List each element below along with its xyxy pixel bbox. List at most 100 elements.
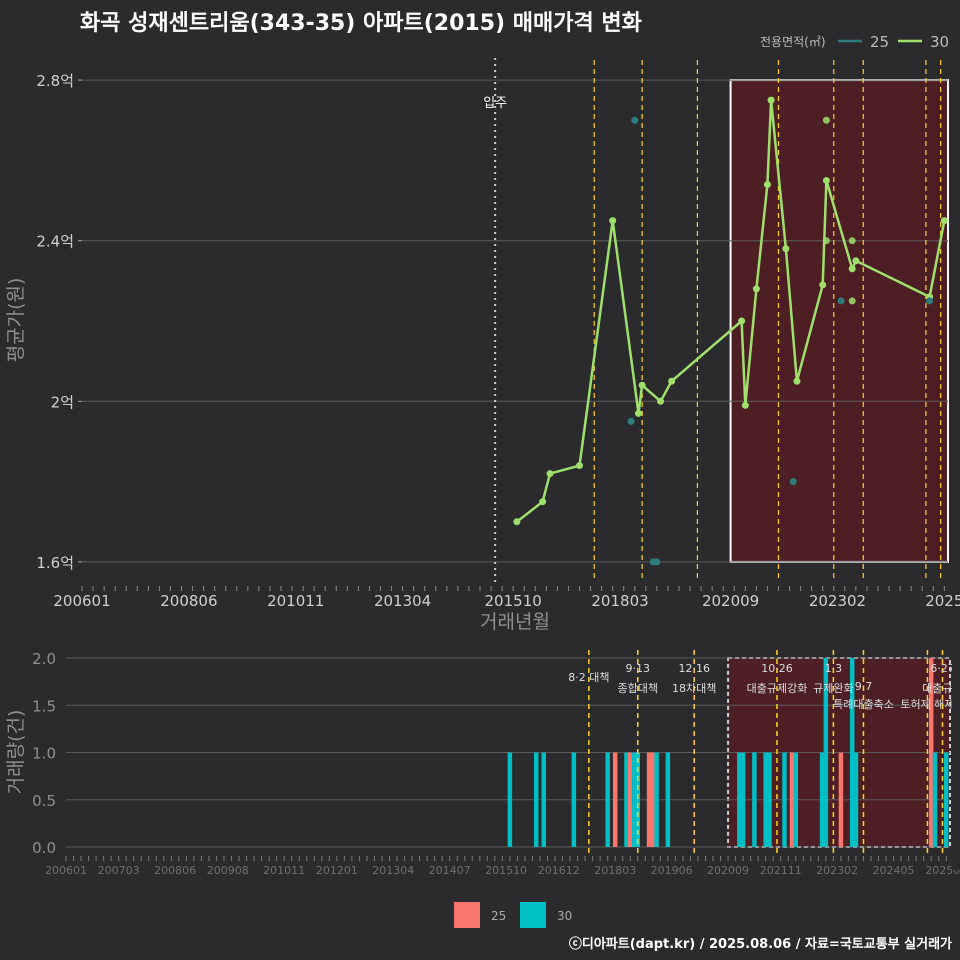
volume-bar-25 [928, 658, 934, 847]
highlight-region [729, 79, 950, 563]
volume-bar-30 [571, 752, 577, 847]
volume-bar-25 [628, 752, 633, 847]
y-tick-label: 2.4억 [36, 233, 74, 251]
footer-credit: ⓒ디아파트(dapt.kr) / 2025.08.06 / 자료=국토교통부 실… [569, 936, 952, 952]
x-tick-label: 202302 [809, 592, 866, 610]
policy-name-label: 규제완화 [813, 682, 853, 695]
volume-bar-30 [624, 752, 629, 847]
volume-bar-30 [932, 752, 938, 847]
policy-name-label: 8·2 대책 [568, 671, 609, 684]
legend-30-label: 30 [930, 33, 949, 51]
series-30-point [940, 217, 948, 225]
series-30-point [763, 180, 771, 188]
volume-bar-30 [635, 752, 641, 847]
series-30-point [657, 397, 665, 405]
volume-bar-30 [631, 752, 637, 847]
series-30-point [546, 470, 554, 478]
x-tick-label: 201201 [316, 864, 358, 877]
series-30-line [516, 100, 946, 523]
volume-bar-30 [819, 752, 825, 847]
series-30-point [738, 317, 746, 325]
volume-bar-30 [767, 752, 772, 847]
policy-date-label: 9·7 [855, 680, 873, 693]
series-30-point [819, 281, 827, 289]
top-y-axis-title: 평균가(원) [5, 278, 27, 363]
x-tick-label: 202111 [760, 864, 802, 877]
series-30-point [852, 257, 860, 265]
volume-bar-30 [752, 752, 757, 847]
x-tick-label: 201510 [485, 864, 527, 877]
volume-bar-30 [665, 752, 671, 847]
x-tick-label: 200806 [160, 592, 217, 610]
x-tick-label: 200601 [45, 864, 87, 877]
legend-bottom-25-label: 25 [491, 909, 506, 923]
volume-bar-30 [541, 752, 546, 847]
price-chart: 1.6억 2억 2.4억 2.8억 200601 200806 201011 201304 20… [36, 58, 960, 610]
series-30-point [822, 237, 830, 245]
series-30-point [822, 176, 830, 184]
y-tick-label: 0.0 [32, 839, 56, 857]
series-30-point [848, 265, 856, 273]
series-30-point [575, 462, 583, 470]
x-tick-label: 201011 [263, 864, 305, 877]
policy-name-label: 종합대책 [618, 682, 658, 695]
volume-bar-25 [646, 752, 652, 847]
series-25-point [837, 297, 845, 305]
series-30-point [822, 116, 830, 124]
series-25-point [926, 297, 934, 305]
volume-bar-25 [650, 752, 656, 847]
x-tick-label: 202009 [702, 592, 759, 610]
volume-bar-25 [838, 752, 844, 847]
x-tick-label: 201011 [267, 592, 324, 610]
legend-bottom: 25 30 [454, 902, 572, 928]
x-tick-label: 2025 [925, 592, 960, 610]
series-25-point [631, 116, 639, 124]
x-tick-label: 201304 [372, 864, 414, 877]
series-30-point [638, 381, 646, 389]
x-tick-label: 201906 [651, 864, 693, 877]
series-30-point [793, 377, 801, 385]
policy-date-label: 9·13 [626, 662, 651, 675]
x-tick-label: 200908 [207, 864, 249, 877]
legend-bottom-30-swatch [520, 902, 546, 928]
bottom-y-axis-title: 거래량(건) [5, 710, 27, 795]
volume-bar-30 [763, 752, 768, 847]
y-tick-label: 2.8억 [36, 72, 74, 90]
volume-bar-30 [849, 658, 855, 847]
legend-title: 전용면적(㎡) [760, 35, 826, 49]
series-30-point [767, 96, 775, 104]
series-30-point [668, 377, 676, 385]
x-tick-label: 202405 [873, 864, 915, 877]
x-tick-label: 202302 [816, 864, 858, 877]
y-tick-label: 2.0 [32, 650, 56, 668]
legend-bottom-30-label: 30 [557, 909, 572, 923]
volume-bar-25 [789, 752, 795, 847]
series-30-point [513, 518, 521, 526]
volume-bar-30 [793, 752, 799, 847]
y-tick-label: 2억 [51, 393, 74, 411]
policy-date-label: 1·3 [825, 662, 843, 675]
y-tick-label: 1.5 [32, 697, 56, 715]
volume-bar-25 [612, 752, 618, 847]
volume-bar-30 [853, 752, 859, 847]
x-tick-label: 201407 [429, 864, 471, 877]
x-tick-label: 201510 [485, 592, 542, 610]
x-tick-label: 201803 [594, 864, 636, 877]
legend-top: 전용면적(㎡) 25 30 [760, 33, 949, 51]
chart-title: 화곡 성재센트리움(343-35) 아파트(2015) 매매가격 변화 [80, 11, 642, 36]
y-tick-label: 1.6억 [36, 554, 74, 572]
policy-name-label: 특례대출축소 [833, 698, 894, 711]
legend-25-label: 25 [870, 33, 889, 51]
policy-name-label: 토허제 해제 [900, 697, 954, 711]
policy-date-label: 12·16 [678, 662, 710, 675]
right-edge-mask [952, 640, 960, 870]
volume-bar-30 [943, 752, 949, 847]
series-25-point [653, 558, 661, 566]
series-30-point [782, 245, 790, 253]
x-tick-label: 202507 [925, 864, 960, 877]
series-25-point [627, 417, 635, 425]
top-x-axis-title: 거래년월 [480, 611, 550, 633]
y-tick-label: 1.0 [32, 745, 56, 763]
volume-bar-30 [605, 752, 610, 847]
